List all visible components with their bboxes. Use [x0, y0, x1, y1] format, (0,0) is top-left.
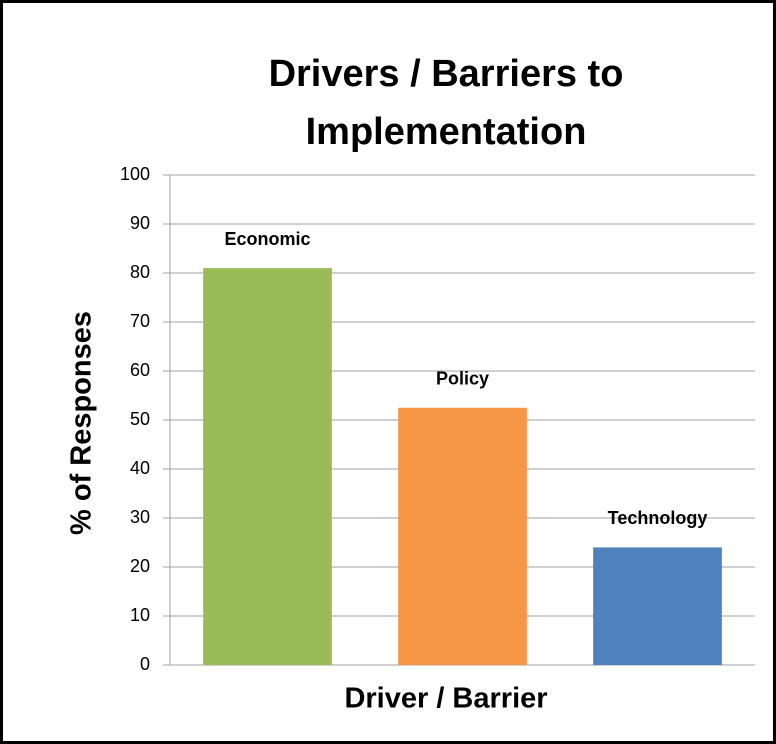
y-axis-label: % of Responses	[66, 311, 98, 535]
y-tick-label: 50	[130, 409, 150, 429]
bar	[203, 268, 332, 665]
y-tick-label: 60	[130, 360, 150, 380]
bar	[593, 547, 722, 665]
x-axis-label: Driver / Barrier	[344, 683, 547, 715]
y-tick-label: 70	[130, 311, 150, 331]
chart-title: Drivers / Barriers to Implementation	[268, 53, 624, 153]
y-tick-label: 90	[130, 213, 150, 233]
y-tick-label: 0	[140, 654, 150, 674]
y-tick-label: 40	[130, 458, 150, 478]
y-tick-label: 100	[120, 164, 150, 184]
bar-label: Technology	[608, 508, 708, 528]
y-tick-label: 20	[130, 556, 150, 576]
bar-label: Policy	[436, 369, 489, 389]
bar-label: Economic	[224, 229, 310, 249]
bar	[398, 407, 527, 665]
y-tick-label: 30	[130, 507, 150, 527]
y-tick-label: 10	[130, 605, 150, 625]
chart: Driver / Barrier % of Responses 0 10 20 30 4…	[66, 164, 755, 715]
y-tick-label: 80	[130, 262, 150, 282]
